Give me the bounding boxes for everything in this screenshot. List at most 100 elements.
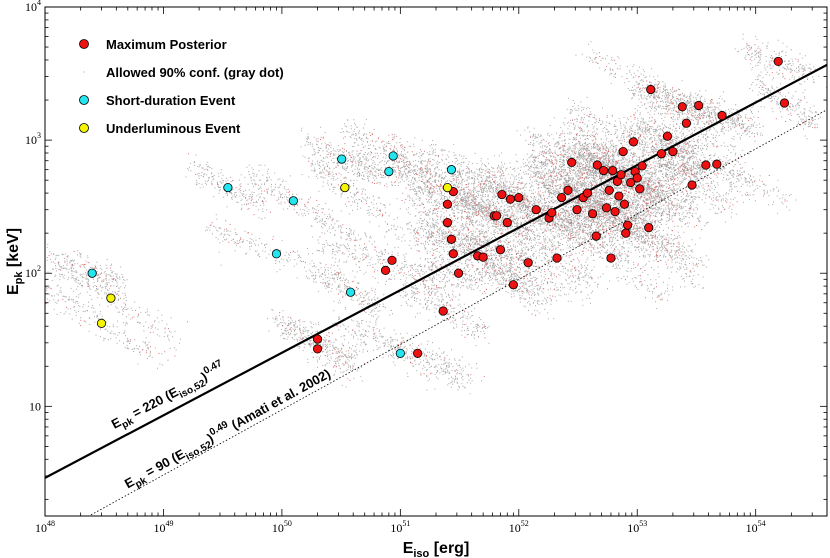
short-duration-event-point (345, 287, 356, 297)
maximum-posterior-point (608, 166, 618, 176)
legend-marker-short-duration-event (79, 95, 89, 105)
fit-annotation-amati-2002: Epk = 90 (Eiso,52)0.49 (Amati et al. 200… (121, 364, 335, 495)
maximum-posterior-point (442, 218, 453, 228)
maximum-posterior-point (668, 146, 678, 157)
legend-marker-maximum-posterior (79, 39, 89, 49)
short-duration-event-point (271, 249, 282, 259)
legend: Maximum Posterior Allowed 90% conf. (gray… (79, 37, 284, 136)
y-tick-label: 102 (25, 264, 41, 280)
legend-marker-allowed-90-conf-gray-dot (83, 71, 85, 73)
maximum-posterior-point (623, 220, 633, 230)
maximum-posterior-point (567, 157, 577, 168)
maximum-posterior-point (588, 209, 598, 219)
y-tick-label: 10 (29, 399, 41, 413)
maximum-posterior-point (531, 205, 541, 215)
x-tick-label: 1048 (35, 519, 55, 535)
maximum-posterior-point (626, 177, 636, 188)
data-point-layer (87, 56, 790, 358)
maximum-posterior-point (694, 100, 704, 111)
maximum-posterior-point (606, 253, 616, 263)
x-axis-label: Eiso [erg] (403, 540, 470, 558)
short-duration-event-point (288, 196, 298, 206)
gray-confidence-dots (45, 33, 827, 395)
fit-line-amati-2002 (88, 109, 827, 516)
maximum-posterior-point (773, 56, 783, 67)
maximum-posterior-point (502, 218, 512, 228)
maximum-posterior-point (644, 223, 654, 233)
legend-marker-underluminous-event (79, 123, 89, 133)
maximum-posterior-point (779, 98, 790, 108)
y-axis-label: Epk [keV] (5, 228, 25, 295)
maximum-posterior-point (712, 159, 722, 169)
maximum-posterior-point (453, 268, 464, 278)
short-duration-event-point (388, 151, 398, 161)
maximum-posterior-point (628, 137, 639, 147)
maximum-posterior-point (637, 161, 647, 171)
maximum-posterior-point (717, 110, 727, 121)
maximum-posterior-point (438, 306, 448, 316)
underluminous-event-point (340, 182, 350, 193)
short-duration-event-point (446, 165, 457, 175)
legend-label-maximum-posterior: Maximum Posterior (106, 37, 227, 52)
short-duration-event-point (337, 154, 347, 164)
maximum-posterior-point (547, 208, 557, 218)
axis-labels: Eiso [erg] Epk [keV] Epk = 220 (Eiso,52)0.… (5, 228, 469, 558)
maximum-posterior-point (552, 253, 562, 263)
underluminous-event-point (96, 318, 107, 328)
maximum-posterior-point (591, 231, 601, 241)
maximum-posterior-point (656, 149, 667, 159)
maximum-posterior-point (635, 184, 645, 194)
maximum-posterior-point (677, 102, 687, 112)
fit-line-this-work (45, 63, 827, 479)
underluminous-event-point (106, 293, 116, 303)
maximum-posterior-point (582, 188, 593, 198)
maximum-posterior-point (312, 344, 323, 354)
x-tick-label: 1051 (390, 519, 410, 535)
maximum-posterior-point (604, 185, 614, 195)
plot-frame (44, 6, 828, 517)
y-tick-label: 104 (25, 0, 41, 14)
legend-label-underluminous-event: Underluminous Event (106, 121, 241, 136)
maximum-posterior-point (387, 255, 397, 265)
maximum-posterior-point (701, 160, 711, 170)
maximum-posterior-point (592, 160, 602, 170)
maximum-posterior-point (442, 199, 453, 209)
maximum-posterior-point (446, 234, 457, 244)
maximum-posterior-point (497, 189, 507, 200)
fit-annotation-this-work: Epk = 220 (Eiso,52)0.47 (108, 358, 229, 435)
fit-line-layer (45, 63, 827, 516)
maximum-posterior-point (312, 334, 323, 344)
maximum-posterior-point (621, 228, 631, 238)
x-tick-label: 1049 (153, 519, 173, 535)
maximum-posterior-point (681, 118, 691, 128)
short-duration-event-point (384, 166, 394, 177)
maximum-posterior-point (599, 166, 609, 176)
maximum-posterior-point (687, 180, 697, 190)
y-tick-label: 103 (25, 131, 41, 147)
legend-label-short-duration-event: Short-duration Event (106, 93, 236, 108)
maximum-posterior-point (614, 191, 624, 201)
maximum-posterior-point (495, 245, 506, 255)
maximum-posterior-point (619, 199, 630, 209)
maximum-posterior-point (662, 131, 673, 141)
maximum-posterior-point (478, 252, 488, 262)
maximum-posterior-point (646, 84, 656, 95)
legend-label-allowed-90-conf-gray-dot: Allowed 90% conf. (gray dot) (106, 65, 284, 80)
maximum-posterior-point (616, 170, 626, 180)
maximum-posterior-point (563, 185, 573, 195)
short-duration-event-point (395, 348, 405, 358)
x-tick-label: 1053 (627, 519, 647, 535)
maximum-posterior-point (618, 146, 628, 157)
underluminous-event-point (442, 182, 453, 193)
axes: 1048 1049 1050 1051 1052 1053 1054 10 102 103 104 (25, 0, 828, 535)
maximum-posterior-point (380, 265, 391, 275)
short-duration-event-point (87, 268, 97, 278)
maximum-posterior-point (413, 348, 423, 358)
maximum-posterior-point (523, 258, 533, 268)
x-tick-label: 1054 (746, 519, 766, 535)
maximum-posterior-point (492, 211, 502, 221)
short-duration-event-point (223, 182, 233, 193)
maximum-posterior-point (610, 207, 620, 217)
maximum-posterior-point (448, 249, 458, 259)
